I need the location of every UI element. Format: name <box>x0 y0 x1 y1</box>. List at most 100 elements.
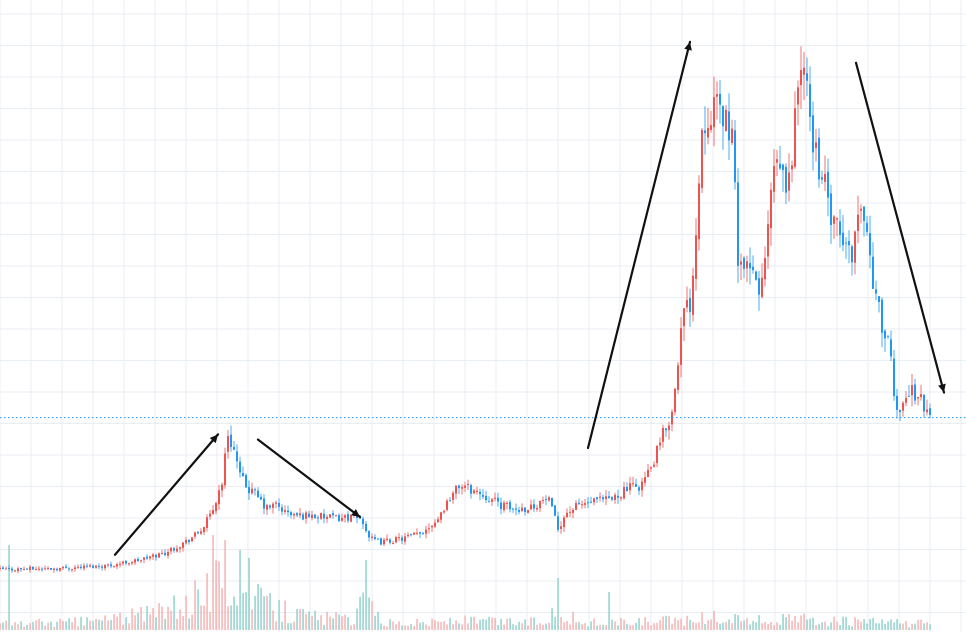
volume-bar <box>0 623 1 630</box>
volume-bar <box>110 619 112 630</box>
volume-bar <box>890 619 892 630</box>
candle-body <box>893 358 895 397</box>
volume-bar <box>458 623 460 630</box>
candle-body <box>839 221 841 236</box>
candle-body <box>497 497 499 502</box>
volume-bar <box>839 624 841 630</box>
volume-bar <box>308 611 310 630</box>
volume-bar <box>866 623 868 630</box>
candle-body <box>95 565 97 568</box>
candle-body <box>617 495 619 498</box>
volume-bar <box>134 615 136 630</box>
volume-bar <box>320 615 322 630</box>
candle-body <box>869 233 871 256</box>
candle-body <box>422 532 424 534</box>
candle-body <box>35 569 37 571</box>
candle-body <box>230 434 232 447</box>
candle-body <box>137 559 139 562</box>
volume-bar <box>500 618 502 630</box>
volume-bar <box>263 596 265 630</box>
candle-body <box>350 514 352 522</box>
volume-bar <box>437 621 439 630</box>
volume-bar <box>656 622 658 630</box>
candle-body <box>92 565 94 568</box>
volume-bar <box>605 625 607 630</box>
candle-body <box>275 502 277 504</box>
candle-body <box>260 496 262 500</box>
volume-bar <box>464 615 466 630</box>
volume-bar <box>74 617 76 630</box>
candle-body <box>308 513 310 518</box>
volume-bar <box>752 620 754 630</box>
volume-bar <box>773 625 775 630</box>
candle-body <box>32 566 34 570</box>
candle-body <box>218 490 220 505</box>
volume-bar <box>77 626 79 630</box>
volume-bar <box>470 616 472 630</box>
candle-body <box>284 510 286 512</box>
volume-bar <box>29 623 31 630</box>
volume-bar <box>626 624 628 630</box>
candle-body <box>89 565 91 567</box>
candle-body <box>200 531 202 534</box>
volume-bar <box>47 622 49 630</box>
candle-body <box>788 172 790 191</box>
candle-body <box>626 487 628 492</box>
candle-body <box>452 492 454 500</box>
volume-bar <box>104 615 106 630</box>
volume-bar <box>89 620 91 630</box>
candle-body <box>920 394 922 398</box>
volume-bar <box>446 624 448 630</box>
volume-bar <box>548 622 550 630</box>
volume-bar <box>362 592 364 630</box>
candle-body <box>107 564 109 566</box>
volume-bar <box>791 620 793 630</box>
volume-bar <box>845 616 847 630</box>
volume-bar <box>740 621 742 630</box>
volume-bar <box>563 622 565 630</box>
volume-bar <box>407 625 409 630</box>
candle-body <box>644 477 646 483</box>
candle-body <box>242 473 244 477</box>
volume-bar <box>194 580 196 630</box>
volume-bar <box>665 615 667 630</box>
candle-body <box>203 527 205 533</box>
trend-arrow-head <box>209 434 218 444</box>
candle-body <box>293 514 295 516</box>
candle-body <box>0 567 1 569</box>
candle-body <box>896 395 898 410</box>
volume-bar <box>899 623 901 630</box>
volume-bar <box>422 622 424 630</box>
candle-body <box>833 216 835 224</box>
volume-bar <box>719 623 721 630</box>
candle-body <box>272 503 274 508</box>
volume-bar <box>212 535 214 630</box>
trend-arrows <box>113 40 946 556</box>
candle-body <box>254 489 256 491</box>
candle-body <box>128 563 130 565</box>
volume-bar <box>530 617 532 630</box>
volume-bar <box>215 560 217 630</box>
volume-bar <box>698 622 700 630</box>
candle-body <box>221 484 223 491</box>
candle-body <box>17 568 19 572</box>
volume-bar <box>803 613 805 630</box>
candle-body <box>209 513 211 517</box>
candle-body <box>602 497 604 500</box>
candle-body <box>806 73 808 81</box>
candle-body <box>317 517 319 519</box>
candle-body <box>437 519 439 523</box>
volume-bar <box>290 623 292 630</box>
volume-bar <box>758 615 760 630</box>
volume-bar <box>857 619 859 630</box>
volume-bar <box>413 625 415 630</box>
candle-body <box>764 258 766 280</box>
volume-bar <box>131 608 133 630</box>
candle-body <box>2 567 4 570</box>
candle-body <box>173 548 175 551</box>
volume-bar <box>182 615 184 630</box>
volume-bar <box>551 608 553 630</box>
volume-bar <box>716 622 718 630</box>
volume-bar <box>461 624 463 630</box>
volume-bar <box>143 621 145 630</box>
